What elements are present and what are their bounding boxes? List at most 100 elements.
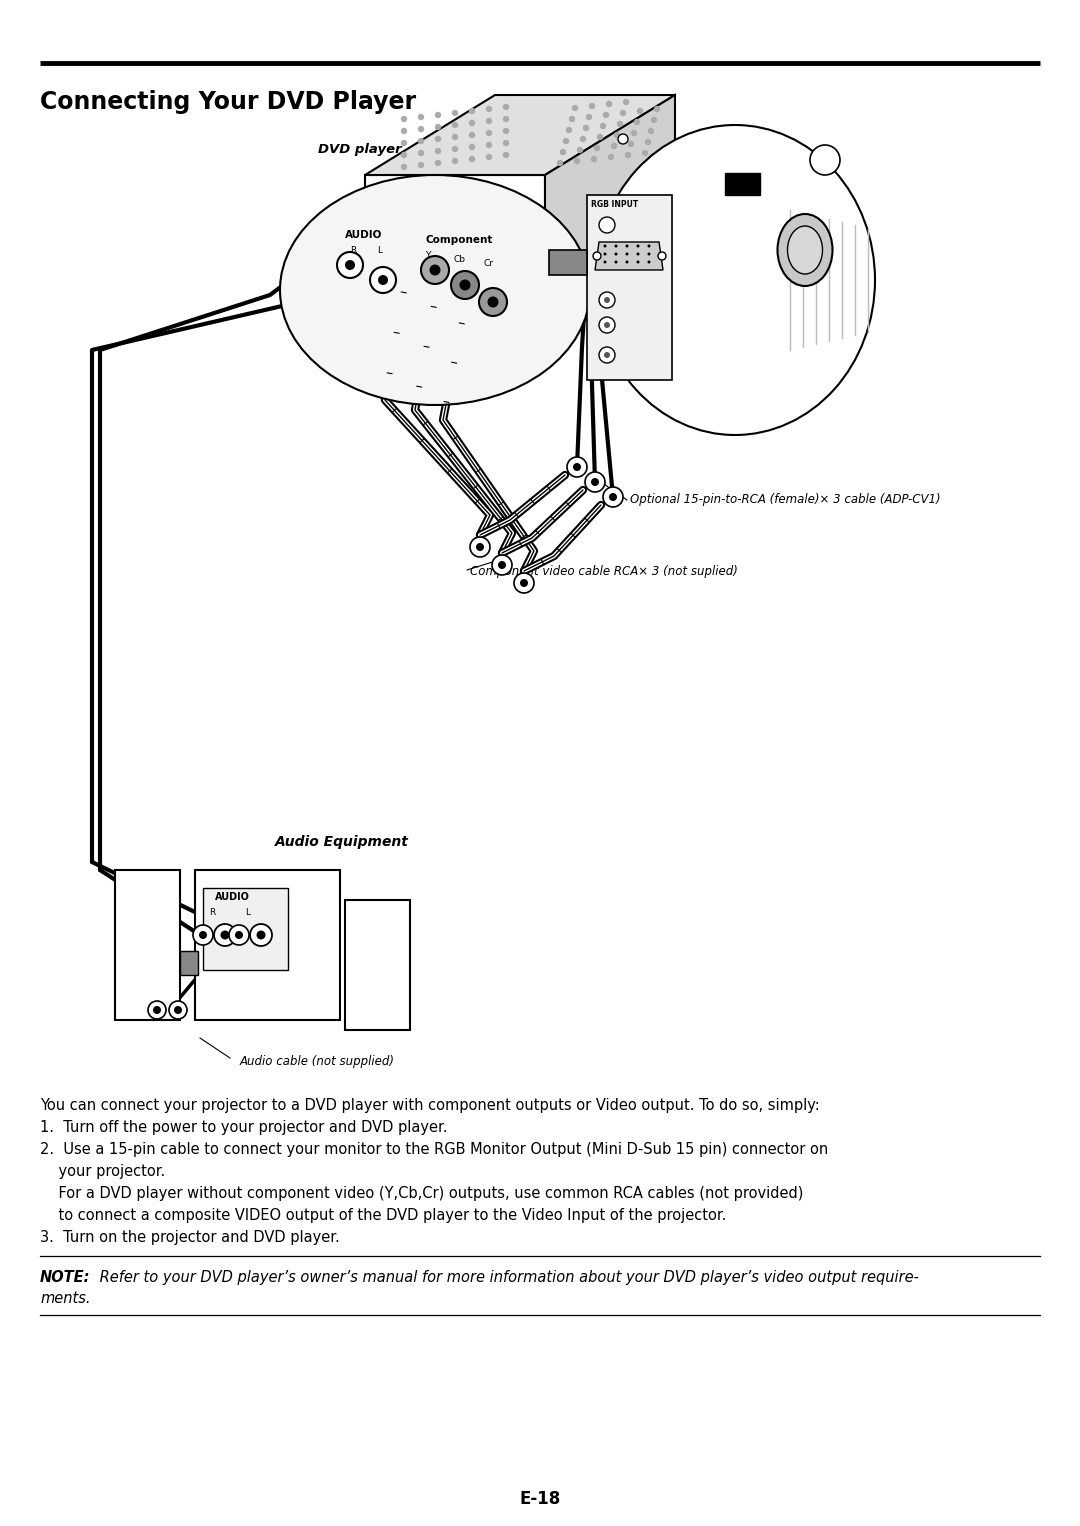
Text: R: R (350, 246, 356, 255)
Circle shape (402, 140, 406, 145)
Circle shape (604, 113, 608, 118)
FancyBboxPatch shape (345, 900, 410, 1030)
Circle shape (235, 931, 243, 938)
Text: AUDIO: AUDIO (345, 230, 382, 240)
Circle shape (378, 275, 388, 285)
Circle shape (604, 353, 610, 359)
Circle shape (470, 157, 474, 162)
Circle shape (476, 543, 484, 551)
Text: 3.  Turn on the projector and DVD player.: 3. Turn on the projector and DVD player. (40, 1230, 340, 1245)
Circle shape (651, 118, 657, 122)
Circle shape (486, 119, 491, 124)
Circle shape (604, 252, 607, 255)
Circle shape (435, 148, 441, 154)
Circle shape (486, 131, 491, 136)
Circle shape (153, 1006, 161, 1013)
Circle shape (220, 931, 229, 940)
Circle shape (503, 153, 509, 157)
Text: RGB INPUT: RGB INPUT (591, 200, 638, 209)
Text: NOTE:: NOTE: (40, 1270, 91, 1285)
Text: your projector.: your projector. (40, 1164, 165, 1180)
Circle shape (608, 154, 613, 160)
Circle shape (345, 259, 355, 270)
Circle shape (561, 150, 566, 154)
FancyBboxPatch shape (180, 951, 198, 975)
Circle shape (615, 252, 618, 255)
Circle shape (451, 272, 480, 299)
Circle shape (453, 146, 458, 151)
Circle shape (636, 244, 639, 247)
Polygon shape (595, 243, 663, 270)
FancyBboxPatch shape (725, 172, 760, 195)
Text: Connecting Your DVD Player: Connecting Your DVD Player (40, 90, 416, 114)
Circle shape (470, 133, 474, 137)
Circle shape (615, 133, 620, 137)
Circle shape (648, 261, 650, 264)
Circle shape (470, 108, 474, 113)
Circle shape (503, 104, 509, 110)
Circle shape (637, 108, 643, 113)
Circle shape (503, 140, 509, 145)
Circle shape (514, 572, 534, 594)
Ellipse shape (280, 175, 590, 404)
Circle shape (435, 160, 441, 165)
Circle shape (419, 114, 423, 119)
Circle shape (604, 261, 607, 264)
Circle shape (214, 925, 237, 946)
Circle shape (419, 127, 423, 131)
Circle shape (648, 128, 653, 133)
Circle shape (402, 153, 406, 157)
Circle shape (597, 134, 603, 139)
Circle shape (402, 128, 406, 133)
Circle shape (603, 487, 623, 507)
Circle shape (600, 124, 606, 128)
Circle shape (623, 99, 629, 104)
Circle shape (402, 165, 406, 169)
Circle shape (635, 119, 639, 125)
Circle shape (370, 267, 396, 293)
Circle shape (470, 145, 474, 150)
Circle shape (625, 244, 629, 247)
Circle shape (470, 121, 474, 125)
Circle shape (572, 105, 578, 110)
Circle shape (615, 261, 618, 264)
Circle shape (658, 252, 666, 259)
Polygon shape (365, 175, 545, 345)
Text: For a DVD player without component video (Y,Cb,Cr) outputs, use common RCA cable: For a DVD player without component video… (40, 1186, 804, 1201)
Text: Cb: Cb (453, 255, 465, 264)
Circle shape (573, 462, 581, 472)
Circle shape (615, 244, 618, 247)
Ellipse shape (787, 226, 823, 275)
Circle shape (569, 116, 575, 122)
Circle shape (621, 110, 625, 116)
Text: R: R (210, 908, 215, 917)
Circle shape (492, 555, 512, 575)
Circle shape (643, 151, 648, 156)
Circle shape (459, 279, 471, 290)
Circle shape (583, 125, 589, 131)
Circle shape (604, 244, 607, 247)
Circle shape (648, 252, 650, 255)
Circle shape (591, 478, 599, 485)
Circle shape (435, 136, 441, 142)
Circle shape (193, 925, 213, 945)
Circle shape (590, 104, 594, 108)
Text: You can connect your projector to a DVD player with component outputs or Video o: You can connect your projector to a DVD … (40, 1099, 820, 1112)
Circle shape (646, 139, 650, 145)
FancyBboxPatch shape (195, 870, 340, 1019)
Circle shape (503, 116, 509, 122)
Circle shape (607, 102, 611, 107)
Text: Audio cable (not supplied): Audio cable (not supplied) (240, 1054, 395, 1068)
Circle shape (609, 493, 617, 501)
Text: E-18: E-18 (519, 1489, 561, 1508)
Circle shape (585, 472, 605, 491)
Circle shape (421, 256, 449, 284)
Circle shape (581, 136, 585, 142)
Circle shape (486, 154, 491, 160)
Circle shape (604, 298, 610, 304)
Text: Audio Equipment: Audio Equipment (275, 835, 409, 848)
Circle shape (229, 925, 249, 945)
Circle shape (419, 162, 423, 168)
Circle shape (487, 296, 499, 308)
Circle shape (567, 128, 571, 133)
